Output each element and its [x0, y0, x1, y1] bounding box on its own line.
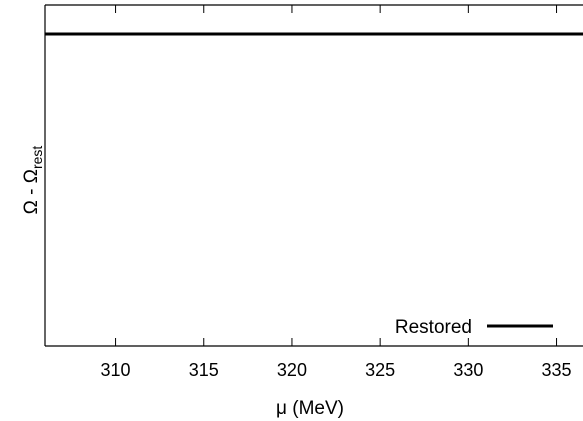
x-tick-label: 335 — [542, 360, 572, 380]
x-axis-label: μ (MeV) — [276, 398, 344, 419]
x-tick-label: 330 — [453, 360, 483, 380]
legend-label-restored: Restored — [395, 317, 472, 338]
x-tick-label: 320 — [277, 360, 307, 380]
x-ticks — [115, 5, 558, 346]
y-axis-label: Ω - Ωrest — [21, 146, 45, 215]
y-axis-label-subscript: rest — [29, 146, 45, 169]
legend: Restored — [395, 317, 553, 338]
y-axis-label-main: Ω - Ω — [21, 169, 42, 214]
x-tick-label: 325 — [365, 360, 395, 380]
x-tick-label: 315 — [189, 360, 219, 380]
x-tick-label: 310 — [101, 360, 131, 380]
plot-frame — [44, 4, 583, 347]
x-tick-labels: 310 315 320 325 330 335 — [101, 360, 572, 380]
